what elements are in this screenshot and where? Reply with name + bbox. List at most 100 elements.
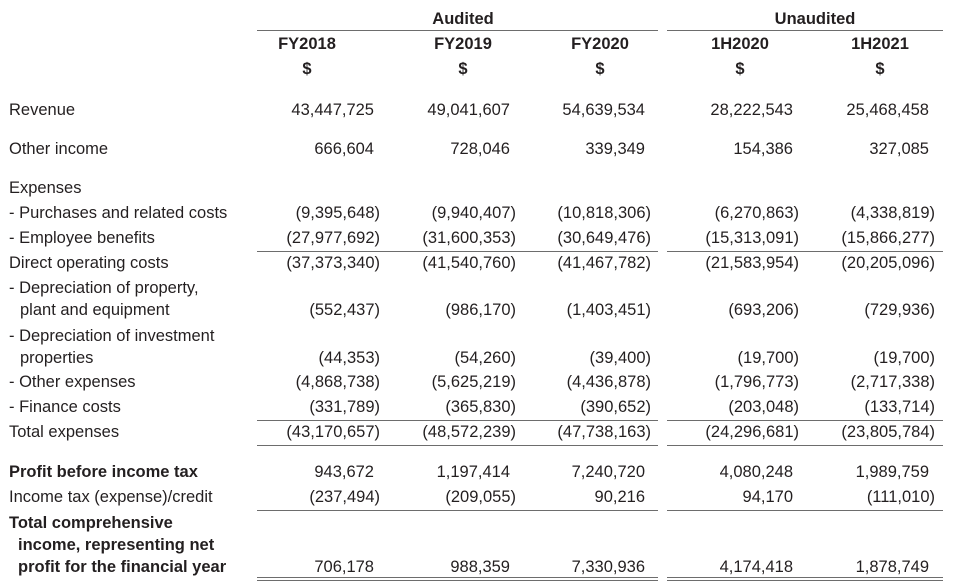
- total-rule: [257, 445, 658, 446]
- row-label: properties: [20, 349, 94, 367]
- row-label: Income tax (expense)/credit: [9, 488, 213, 506]
- cell-value: (1,403,451): [566, 301, 651, 319]
- cell-value: (5,625,219): [431, 373, 516, 391]
- column-unit: $: [735, 60, 745, 78]
- cell-value: (729,936): [864, 301, 935, 319]
- cell-value: 728,046: [450, 140, 510, 158]
- cell-value: (37,373,340): [286, 254, 380, 272]
- cell-value: (390,652): [580, 398, 651, 416]
- cell-value: (2,717,338): [850, 373, 935, 391]
- cell-value: (30,649,476): [557, 229, 651, 247]
- row-label: plant and equipment: [20, 301, 170, 319]
- cell-value: 25,468,458: [846, 101, 929, 119]
- cell-value: 339,349: [585, 140, 645, 158]
- cell-value: 1,197,414: [436, 463, 510, 481]
- cell-value: (54,260): [454, 349, 516, 367]
- double-total-rule: [667, 577, 943, 578]
- row-label: income, representing net: [18, 536, 215, 554]
- cell-value: (9,940,407): [431, 204, 516, 222]
- cell-value: (19,700): [737, 349, 799, 367]
- cell-value: (203,048): [728, 398, 799, 416]
- cell-value: 666,604: [314, 140, 374, 158]
- row-label: Profit before income tax: [9, 463, 198, 481]
- group-header-0: Audited: [432, 10, 494, 28]
- group-rule-audited: [257, 30, 658, 31]
- cell-value: (41,540,760): [422, 254, 516, 272]
- cell-value: (365,830): [445, 398, 516, 416]
- cell-value: 49,041,607: [427, 101, 510, 119]
- column-unit: $: [875, 60, 885, 78]
- row-label: Expenses: [9, 179, 82, 197]
- cell-value: 988,359: [450, 558, 510, 576]
- cell-value: (44,353): [318, 349, 380, 367]
- cell-value: 94,170: [742, 488, 793, 506]
- cell-value: (21,583,954): [705, 254, 799, 272]
- row-label: Other income: [9, 140, 109, 158]
- cell-value: 1,989,759: [855, 463, 929, 481]
- cell-value: 90,216: [594, 488, 645, 506]
- cell-value: (237,494): [309, 488, 380, 506]
- cell-value: (15,866,277): [841, 229, 935, 247]
- group-header-1: Unaudited: [774, 10, 856, 28]
- cell-value: 28,222,543: [710, 101, 793, 119]
- row-label: - Employee benefits: [9, 229, 155, 247]
- column-header: 1H2021: [851, 35, 909, 53]
- cell-value: 706,178: [314, 558, 374, 576]
- double-total-rule: [257, 577, 658, 578]
- row-label: - Depreciation of property,: [9, 279, 199, 297]
- cell-value: 7,330,936: [571, 558, 645, 576]
- cell-value: (24,296,681): [705, 423, 799, 441]
- row-label: - Depreciation of investment: [9, 327, 215, 345]
- cell-value: (20,205,096): [841, 254, 935, 272]
- column-header: FY2020: [571, 35, 629, 53]
- cell-value: (4,868,738): [295, 373, 380, 391]
- row-label: profit for the financial year: [18, 558, 227, 576]
- cell-value: (6,270,863): [714, 204, 799, 222]
- cell-value: 943,672: [314, 463, 374, 481]
- cell-value: 327,085: [869, 140, 929, 158]
- cell-value: (10,818,306): [557, 204, 651, 222]
- cell-value: (43,170,657): [286, 423, 380, 441]
- cell-value: (9,395,648): [295, 204, 380, 222]
- column-header: 1H2020: [711, 35, 769, 53]
- cell-value: (133,714): [864, 398, 935, 416]
- cell-value: (111,010): [866, 488, 935, 506]
- group-rule-unaudited: [667, 30, 943, 31]
- row-label: Total comprehensive: [9, 514, 173, 532]
- cell-value: (27,977,692): [286, 229, 380, 247]
- double-total-rule: [667, 580, 943, 581]
- cell-value: (15,313,091): [705, 229, 799, 247]
- column-unit: $: [302, 60, 312, 78]
- double-total-rule: [257, 580, 658, 581]
- cell-value: (331,789): [309, 398, 380, 416]
- row-label: Direct operating costs: [9, 254, 169, 272]
- row-label: Total expenses: [9, 423, 120, 441]
- cell-value: 43,447,725: [291, 101, 374, 119]
- cell-value: (47,738,163): [557, 423, 651, 441]
- cell-value: (986,170): [445, 301, 516, 319]
- subtotal-rule: [667, 420, 943, 421]
- subtotal-rule: [667, 510, 943, 511]
- column-header: FY2018: [278, 35, 336, 53]
- subtotal-rule: [667, 251, 943, 252]
- subtotal-rule: [257, 420, 658, 421]
- cell-value: (209,055): [445, 488, 516, 506]
- column-unit: $: [595, 60, 605, 78]
- cell-value: 1,878,749: [855, 558, 929, 576]
- cell-value: (1,796,773): [714, 373, 799, 391]
- cell-value: (693,206): [728, 301, 799, 319]
- cell-value: (41,467,782): [557, 254, 651, 272]
- cell-value: (31,600,353): [422, 229, 516, 247]
- subtotal-rule: [257, 510, 658, 511]
- column-header: FY2019: [434, 35, 492, 53]
- subtotal-rule: [257, 251, 658, 252]
- row-label: - Finance costs: [9, 398, 121, 416]
- cell-value: 54,639,534: [562, 101, 645, 119]
- cell-value: (4,338,819): [850, 204, 935, 222]
- cell-value: 7,240,720: [571, 463, 645, 481]
- cell-value: 154,386: [733, 140, 793, 158]
- cell-value: 4,080,248: [719, 463, 793, 481]
- column-unit: $: [458, 60, 468, 78]
- row-label: - Other expenses: [9, 373, 136, 391]
- cell-value: (23,805,784): [841, 423, 935, 441]
